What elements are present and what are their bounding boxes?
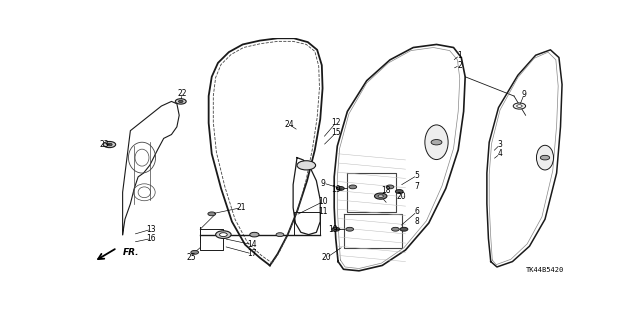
Text: 1: 1	[458, 51, 462, 60]
Circle shape	[103, 141, 116, 148]
Text: 11: 11	[319, 207, 328, 216]
Circle shape	[400, 227, 408, 231]
Text: 24: 24	[284, 120, 294, 129]
Text: 5: 5	[415, 171, 420, 180]
Text: TK44B5420: TK44B5420	[526, 267, 564, 273]
Text: 15: 15	[331, 129, 340, 137]
Ellipse shape	[425, 125, 448, 160]
Circle shape	[396, 189, 403, 193]
Text: FR.: FR.	[123, 248, 139, 257]
Text: 9: 9	[321, 179, 326, 188]
Circle shape	[513, 103, 525, 109]
Text: 19: 19	[331, 185, 340, 195]
Circle shape	[216, 231, 231, 239]
Text: 10: 10	[319, 197, 328, 206]
Circle shape	[540, 155, 550, 160]
Circle shape	[349, 185, 356, 189]
Circle shape	[297, 161, 316, 170]
Circle shape	[175, 99, 186, 104]
Text: 7: 7	[415, 182, 420, 191]
Text: 19: 19	[328, 225, 337, 234]
Text: 18: 18	[381, 186, 391, 195]
Circle shape	[346, 227, 353, 231]
Circle shape	[179, 100, 183, 103]
Circle shape	[191, 250, 198, 254]
Text: 25: 25	[186, 253, 196, 262]
Circle shape	[332, 227, 340, 231]
Text: 6: 6	[415, 207, 420, 216]
Circle shape	[386, 185, 394, 189]
Text: 14: 14	[247, 240, 257, 249]
Circle shape	[337, 187, 344, 190]
Text: 4: 4	[498, 149, 502, 158]
Text: 8: 8	[415, 217, 419, 226]
Text: 20: 20	[322, 253, 332, 262]
Text: 22: 22	[177, 89, 187, 98]
Ellipse shape	[536, 145, 554, 170]
Text: 9: 9	[522, 90, 527, 99]
Text: 20: 20	[397, 192, 406, 201]
Circle shape	[431, 139, 442, 145]
Circle shape	[220, 233, 227, 237]
Circle shape	[208, 212, 216, 216]
Text: 12: 12	[331, 118, 340, 128]
Circle shape	[378, 195, 383, 197]
Circle shape	[107, 143, 112, 146]
Circle shape	[276, 233, 284, 237]
Text: 3: 3	[498, 140, 502, 149]
Circle shape	[516, 105, 522, 108]
Text: 17: 17	[247, 249, 257, 258]
Text: 2: 2	[458, 61, 462, 70]
Text: 13: 13	[147, 225, 156, 234]
Text: 21: 21	[236, 203, 246, 212]
Circle shape	[392, 227, 399, 231]
Circle shape	[250, 232, 259, 237]
Circle shape	[374, 193, 387, 199]
Text: 23: 23	[100, 140, 109, 149]
Text: 16: 16	[147, 234, 156, 243]
